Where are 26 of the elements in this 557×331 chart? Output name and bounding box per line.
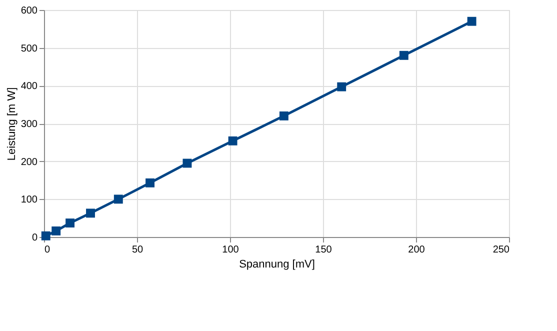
x-tick-label: 200 [408, 244, 426, 256]
point [52, 226, 61, 236]
y-tick-label: 600 [20, 6, 38, 16]
y-tick-label: 500 [20, 43, 38, 54]
point [228, 136, 238, 146]
x-tick-label: 100 [222, 244, 240, 256]
x-axis-title: Spannung [mV] [239, 258, 315, 270]
point [146, 178, 154, 188]
y-tick-label: 200 [20, 156, 38, 168]
point [279, 111, 288, 120]
point [182, 158, 192, 168]
y-tick-label: 0 [32, 232, 38, 244]
y-tick-label: 400 [20, 81, 38, 92]
y-tick-label: 300 [20, 119, 38, 130]
x-tick-label: 150 [315, 244, 332, 256]
point [66, 218, 75, 228]
point [86, 208, 95, 218]
x-tick-label: 250 [492, 244, 510, 256]
y-axis-title: Leistung [m W] [6, 87, 18, 161]
point [114, 194, 123, 204]
point [337, 82, 346, 92]
x-tick-label: 0 [44, 244, 50, 256]
point [467, 16, 476, 26]
y-tick-label: 100 [20, 194, 38, 206]
x-tick-label: 50 [132, 244, 144, 256]
point [399, 50, 408, 60]
